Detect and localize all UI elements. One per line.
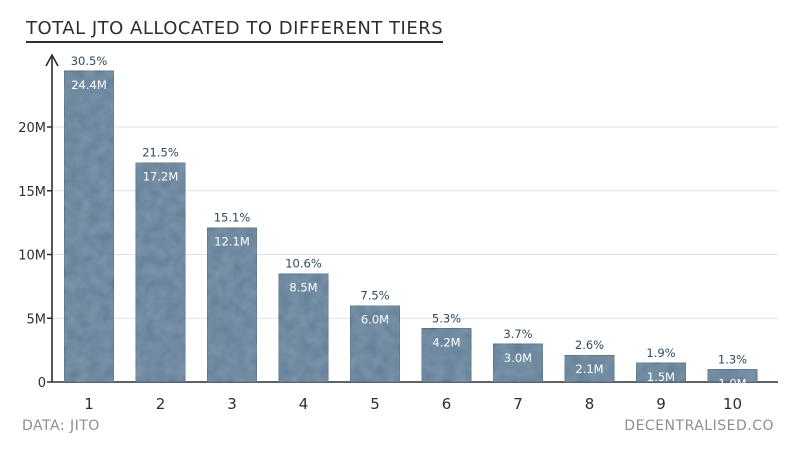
x-tick-label: 5 — [370, 395, 380, 413]
value-label: 2.1M — [575, 362, 603, 376]
bar — [134, 162, 187, 383]
percent-label: 1.9% — [646, 346, 675, 360]
x-tick-label: 3 — [227, 395, 237, 413]
percent-label: 30.5% — [71, 54, 108, 68]
site-credit: Decentralised.co — [624, 418, 774, 434]
value-label: 4.2M — [432, 335, 460, 349]
bars — [63, 70, 759, 383]
data-source: Data: JITO — [22, 418, 100, 434]
percent-label: 21.5% — [142, 146, 179, 160]
x-tick-label: 4 — [299, 395, 309, 413]
x-tick-label: 2 — [156, 395, 166, 413]
value-label: 8.5M — [289, 281, 317, 295]
y-tick-label: 20M — [18, 121, 46, 136]
x-tick-label: 1 — [84, 395, 94, 413]
percent-label: 7.5% — [360, 289, 389, 303]
bar — [706, 368, 759, 383]
x-tick-label: 7 — [513, 395, 523, 413]
percent-label: 2.6% — [575, 338, 604, 352]
percent-label: 10.6% — [285, 257, 322, 271]
y-tick-label: 10M — [18, 249, 46, 264]
percent-label: 15.1% — [214, 211, 251, 225]
bar — [206, 227, 258, 383]
y-tick-label: 5M — [27, 312, 47, 327]
x-tick-label: 10 — [723, 395, 742, 413]
bar — [349, 304, 401, 383]
y-tick-label: 0 — [38, 376, 46, 391]
bar — [277, 273, 330, 383]
percent-label: 1.3% — [718, 352, 747, 366]
percent-label: 5.3% — [432, 311, 461, 325]
bar — [420, 327, 473, 383]
value-label: 24.4M — [71, 78, 107, 92]
value-label: 12.1M — [214, 235, 250, 249]
percent-label: 3.7% — [503, 327, 532, 341]
bar — [563, 354, 616, 383]
bar — [63, 70, 115, 383]
value-label: 17.2M — [143, 170, 179, 184]
chart-title: Total JTO Allocated to Different Tiers — [26, 18, 444, 43]
bar — [492, 343, 544, 383]
y-axis-arrow — [45, 53, 59, 67]
value-label: 3.0M — [504, 351, 532, 365]
value-label: 1.5M — [647, 370, 675, 384]
x-tick-label: 8 — [585, 395, 595, 413]
y-tick-label: 15M — [18, 185, 46, 200]
x-tick-label: 6 — [442, 395, 452, 413]
x-tick-label: 9 — [656, 395, 666, 413]
bar — [635, 362, 687, 383]
value-label: 6.0M — [361, 313, 389, 327]
value-label: 1.0M — [718, 376, 746, 390]
labels: 0 5M 10M 15M 20M 30.5% 24.4M 1 21.5% 17.2M 2 15.1% 1… — [18, 54, 747, 413]
